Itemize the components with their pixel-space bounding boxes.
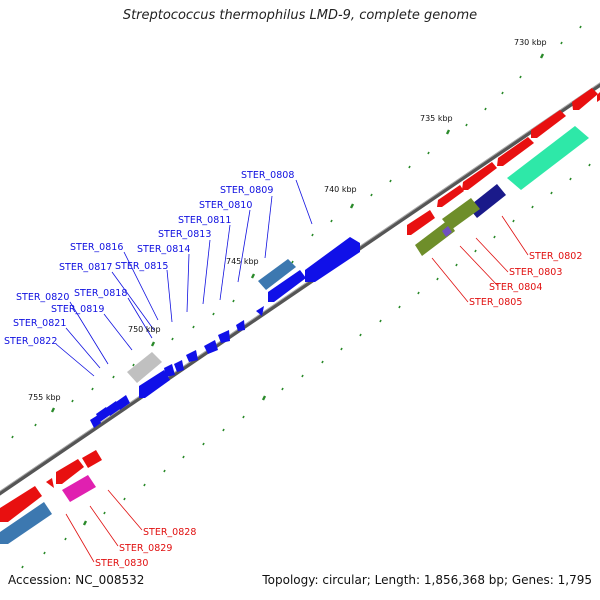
gene-forward[interactable] xyxy=(82,450,102,468)
gene-forward[interactable] xyxy=(572,88,598,110)
gene-magenta[interactable] xyxy=(62,475,96,502)
gene-forward[interactable] xyxy=(437,185,464,207)
genome-backbone xyxy=(0,82,600,496)
forward-genes-upper xyxy=(407,88,600,256)
gene-label[interactable]: STER_0804 xyxy=(489,282,542,293)
gene-olive[interactable] xyxy=(442,198,480,230)
forward-leader-lines xyxy=(65,215,529,563)
gene-label[interactable]: STER_0809 xyxy=(220,185,273,196)
gene-forward[interactable] xyxy=(56,459,84,484)
gene-label[interactable]: STER_0803 xyxy=(509,267,562,278)
scale-labels: 730 kbp 735 kbp 740 kbp 745 kbp 750 kbp … xyxy=(28,38,547,402)
gene-label[interactable]: STER_0815 xyxy=(115,261,168,272)
gene-label[interactable]: STER_0820 xyxy=(16,292,69,303)
scale-ticks xyxy=(11,25,591,569)
gene-reverse[interactable] xyxy=(174,360,184,372)
gene-steelblue[interactable] xyxy=(0,502,52,544)
gene-reverse[interactable] xyxy=(164,364,175,377)
scale-label-750: 750 kbp xyxy=(128,325,161,334)
gene-forward[interactable] xyxy=(497,137,534,166)
inner-tick-ring xyxy=(21,163,591,569)
gene-label[interactable]: STER_0828 xyxy=(143,527,196,538)
gene-forward[interactable] xyxy=(0,486,42,522)
reverse-genes xyxy=(90,237,360,428)
gene-label[interactable]: STER_0802 xyxy=(529,251,582,262)
outer-tick-ring xyxy=(11,25,582,439)
scale-label-735: 735 kbp xyxy=(420,114,453,123)
genome-summary-text: Topology: circular; Length: 1,856,368 bp… xyxy=(262,573,592,587)
gene-label[interactable]: STER_0822 xyxy=(4,336,57,347)
gene-reverse[interactable] xyxy=(256,306,264,316)
gene-label[interactable]: STER_0816 xyxy=(70,242,123,253)
gene-reverse[interactable] xyxy=(218,330,230,343)
gene-label[interactable]: STER_0813 xyxy=(158,229,211,240)
map-title: Streptococcus thermophilus LMD-9, comple… xyxy=(122,8,478,23)
gene-label[interactable]: STER_0811 xyxy=(178,215,231,226)
gene-cyan[interactable] xyxy=(507,126,589,190)
gene-reverse[interactable] xyxy=(204,340,218,354)
gene-gray[interactable] xyxy=(127,352,162,383)
gene-steelblue[interactable] xyxy=(258,259,296,290)
scale-label-730: 730 kbp xyxy=(514,38,547,47)
gene-forward[interactable] xyxy=(597,92,600,102)
gene-label[interactable]: STER_0814 xyxy=(137,244,190,255)
gene-reverse[interactable] xyxy=(139,370,170,398)
gene-label[interactable]: STER_0808 xyxy=(241,170,294,181)
gene-label[interactable]: STER_0819 xyxy=(51,304,104,315)
gene-label[interactable]: STER_0817 xyxy=(59,262,112,273)
gene-reverse[interactable] xyxy=(106,401,120,416)
forward-gene-labels: STER_0802 STER_0803 STER_0804 STER_0805 … xyxy=(95,251,582,569)
gene-reverse[interactable] xyxy=(305,237,360,282)
accession-text: Accession: NC_008532 xyxy=(8,573,145,587)
gene-reverse[interactable] xyxy=(236,320,245,331)
forward-genes-lower xyxy=(0,450,102,544)
gene-reverse[interactable] xyxy=(96,407,110,422)
reverse-leader-lines xyxy=(55,179,313,377)
gene-label[interactable]: STER_0805 xyxy=(469,297,522,308)
gene-label[interactable]: STER_0829 xyxy=(119,543,172,554)
gene-forward[interactable] xyxy=(462,162,497,190)
gene-purple[interactable] xyxy=(442,226,452,237)
gene-label[interactable]: STER_0818 xyxy=(74,288,127,299)
gene-reverse[interactable] xyxy=(116,395,130,410)
gene-label[interactable]: STER_0810 xyxy=(199,200,252,211)
scale-label-740: 740 kbp xyxy=(324,185,357,194)
scale-label-745: 745 kbp xyxy=(226,257,259,266)
gene-label[interactable]: STER_0830 xyxy=(95,558,148,569)
gene-forward[interactable] xyxy=(531,110,566,138)
gene-label[interactable]: STER_0821 xyxy=(13,318,66,329)
gene-forward[interactable] xyxy=(46,478,54,488)
scale-label-755: 755 kbp xyxy=(28,393,61,402)
reverse-gene-labels: STER_0808 STER_0809 STER_0810 STER_0811 … xyxy=(4,170,294,347)
gene-reverse[interactable] xyxy=(90,415,101,428)
gene-forward[interactable] xyxy=(407,210,435,235)
gene-reverse[interactable] xyxy=(186,350,198,362)
gene-reverse[interactable] xyxy=(268,270,306,302)
